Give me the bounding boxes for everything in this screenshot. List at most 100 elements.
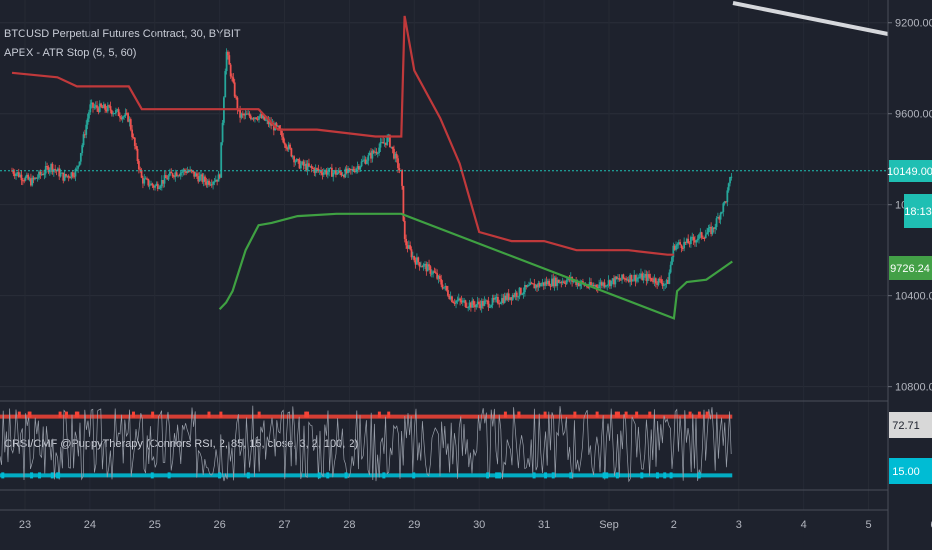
candle-body <box>235 96 237 98</box>
candle-body <box>410 249 413 258</box>
candle-body <box>414 260 417 265</box>
candle-body <box>506 293 509 300</box>
candle-body <box>221 122 224 143</box>
candle-body <box>398 168 401 171</box>
candle-body <box>125 113 128 115</box>
candle-body <box>704 234 707 239</box>
candle-body <box>534 284 537 289</box>
time-tick-label: 27 <box>278 519 290 531</box>
candle-body <box>683 241 686 249</box>
candle-body <box>649 277 652 279</box>
crsi-signal-dot <box>573 411 577 418</box>
candle-body <box>676 244 679 246</box>
candle-body <box>718 216 721 220</box>
candle-body <box>150 183 152 186</box>
candle-body <box>521 293 524 295</box>
candle-body <box>484 300 487 302</box>
candle-body <box>164 175 167 179</box>
candle-body <box>685 238 688 243</box>
candle-body <box>59 173 62 177</box>
candle-body <box>133 137 136 146</box>
candle-body <box>43 173 46 175</box>
crsi-signal-dot <box>74 411 78 418</box>
candle-body <box>433 271 436 273</box>
candle-body <box>266 119 268 121</box>
candle-body <box>143 178 146 184</box>
candle-body <box>610 280 613 287</box>
candle-body <box>140 170 143 178</box>
candle-body <box>661 283 664 287</box>
candle-body <box>78 161 81 166</box>
candle-body <box>459 298 461 301</box>
candle-body <box>19 174 21 177</box>
candle-body <box>600 282 603 286</box>
candle-body <box>240 113 243 118</box>
candle-body <box>604 285 607 287</box>
candle-body <box>197 176 200 182</box>
candle-body <box>436 273 439 279</box>
crsi-signal-dot <box>697 411 701 418</box>
candle-body <box>67 175 70 178</box>
candle-body <box>44 166 47 174</box>
candle-body <box>613 278 615 285</box>
candle-body <box>698 234 700 239</box>
candle-body <box>638 277 641 279</box>
candle-body <box>73 176 75 178</box>
candle-body <box>722 203 725 212</box>
candle-body <box>592 284 595 287</box>
candle-body <box>563 281 565 283</box>
crsi-signal-dot <box>151 411 155 418</box>
candle-body <box>406 245 409 249</box>
candle-body <box>204 176 206 182</box>
candle-body <box>472 300 475 305</box>
candle-body <box>444 286 447 288</box>
candle-body <box>320 170 322 173</box>
crsi-signal-dot <box>605 472 609 479</box>
candle-body <box>339 170 341 173</box>
candle-body <box>54 169 57 171</box>
candle-body <box>723 201 726 204</box>
candle-body <box>654 278 657 284</box>
time-tick-label: 28 <box>343 519 355 531</box>
candle-body <box>152 185 155 188</box>
candle-body <box>248 113 251 117</box>
candle-body <box>249 116 252 120</box>
candle-body <box>210 184 213 186</box>
candle-body <box>276 125 279 127</box>
candle-body <box>428 264 430 267</box>
candle-body <box>669 264 672 273</box>
candle-body <box>486 300 488 302</box>
candle-body <box>65 174 67 177</box>
candle-body <box>178 175 181 177</box>
candle-body <box>82 134 85 146</box>
candle-body <box>480 300 483 309</box>
candle-body <box>495 297 498 299</box>
candle-body <box>518 287 521 297</box>
crsi-signal-dot <box>387 411 391 418</box>
candle-body <box>660 279 663 284</box>
current-price-label: 10149.00 <box>887 166 932 178</box>
candle-body <box>490 305 493 307</box>
candle-body <box>285 144 287 149</box>
candle-body <box>227 51 229 56</box>
time-tick-label: 24 <box>84 519 96 531</box>
candle-body <box>182 169 185 172</box>
candle-body <box>430 273 433 275</box>
candle-body <box>147 178 150 186</box>
candle-body <box>170 171 173 174</box>
candle-body <box>258 116 260 120</box>
candle-body <box>526 285 529 288</box>
candle-body <box>673 245 676 250</box>
candle-body <box>137 161 140 170</box>
crsi-signal-dot <box>495 472 499 479</box>
candle-body <box>653 278 656 283</box>
candle-body <box>90 102 93 105</box>
candle-body <box>374 151 376 153</box>
candle-body <box>357 166 360 170</box>
candle-body <box>614 276 617 285</box>
candle-body <box>382 142 385 144</box>
candle-body <box>615 276 618 279</box>
crsi-signal-dot <box>344 472 348 479</box>
candle-body <box>596 286 599 289</box>
